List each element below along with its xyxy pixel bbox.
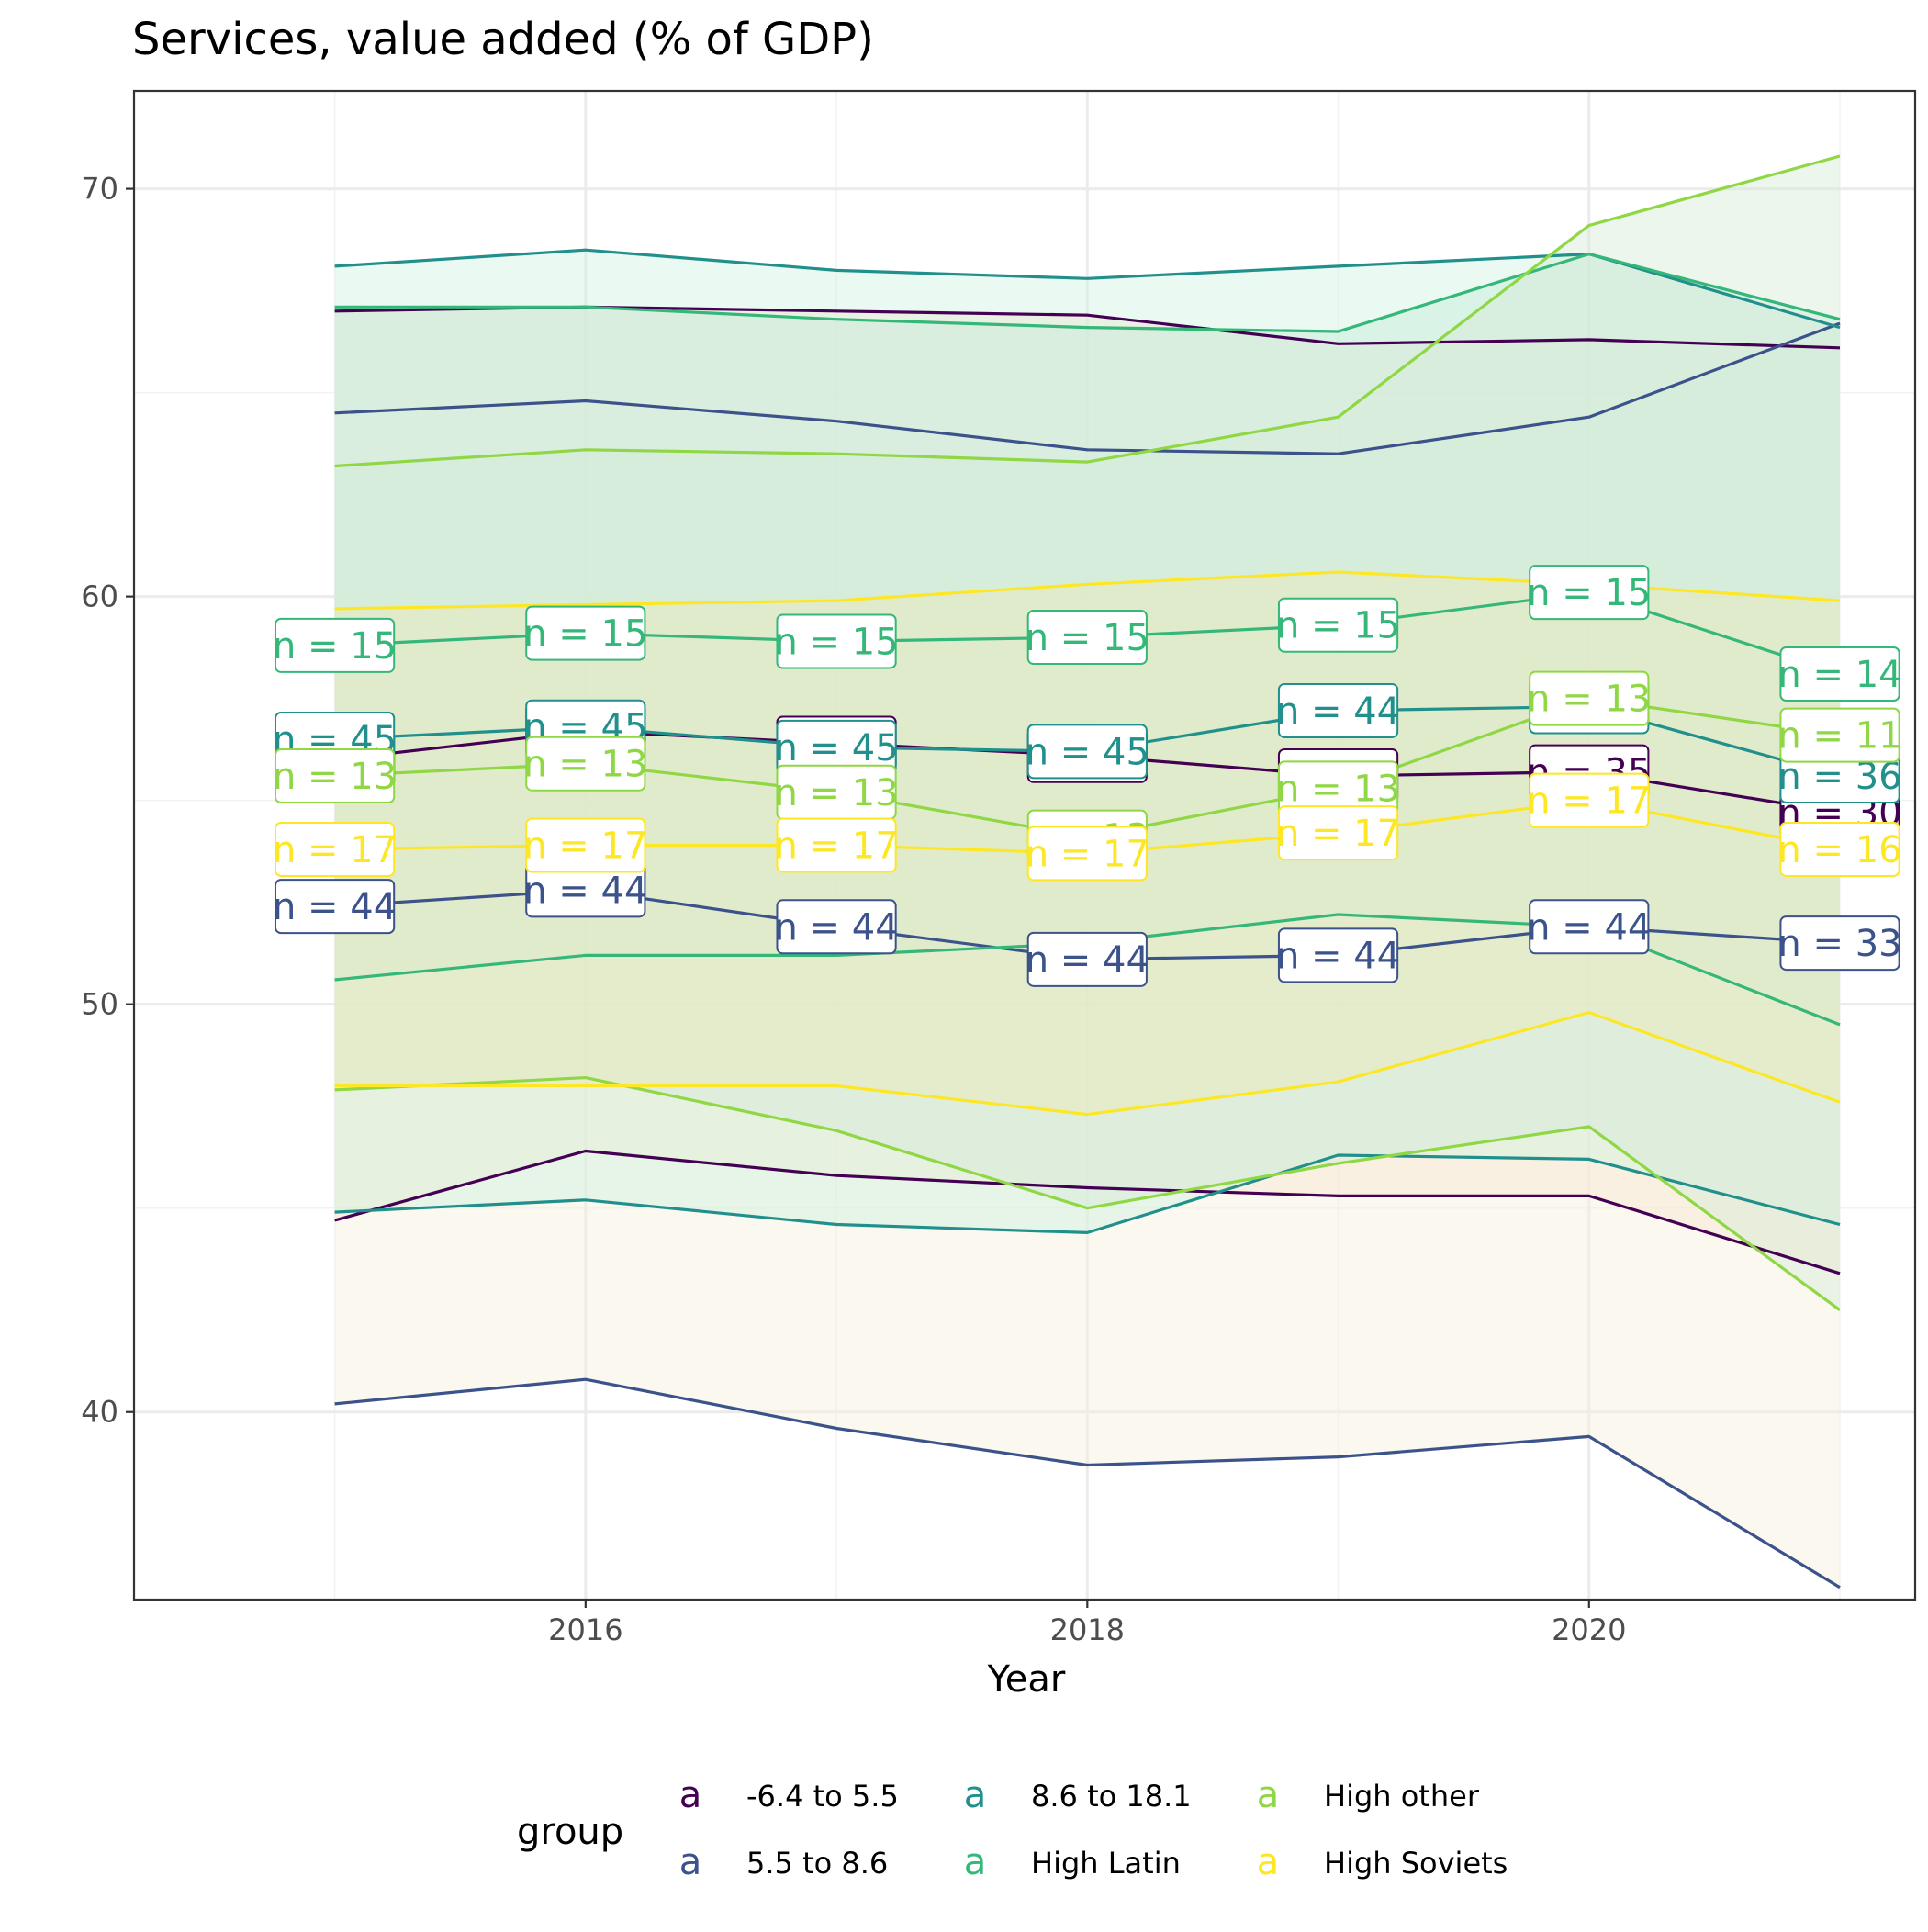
data-label-text: n = 17: [1527, 781, 1651, 823]
legend-label: High other: [1324, 1779, 1480, 1814]
data-label-text: n = 44: [774, 906, 898, 949]
legend-label: High Latin: [1031, 1846, 1181, 1881]
data-label-text: n = 15: [1276, 605, 1400, 647]
data-label: n = 44: [774, 900, 898, 953]
legend-key: a: [964, 1841, 987, 1883]
data-label-text: n = 13: [523, 744, 647, 786]
data-label-text: n = 14: [1777, 654, 1901, 696]
data-label: n = 15: [273, 619, 397, 672]
legend-title: group: [517, 1811, 623, 1853]
data-label-text: n = 44: [1276, 691, 1400, 733]
panel-mask-right: [1917, 89, 1928, 1601]
data-label-text: n = 44: [523, 870, 647, 912]
data-label-text: n = 13: [1276, 768, 1400, 810]
legend-key: a: [1257, 1774, 1280, 1816]
data-label: n = 13: [774, 766, 898, 819]
data-label-text: n = 15: [273, 625, 397, 668]
data-label-text: n = 17: [1276, 813, 1400, 855]
data-label: n = 44: [273, 880, 397, 933]
data-label: n = 15: [1276, 599, 1400, 652]
data-label: n = 17: [1026, 826, 1149, 880]
data-label-text: n = 13: [273, 756, 397, 798]
data-label: n = 17: [523, 819, 647, 872]
data-label-text: n = 17: [523, 826, 647, 868]
legend-label: 5.5 to 8.6: [746, 1846, 888, 1881]
data-label: n = 17: [774, 819, 898, 872]
legend-key: a: [1257, 1841, 1280, 1883]
data-label-text: n = 33: [1777, 923, 1901, 965]
plot-area: n = 45n = 45n = 45n = 37n = 37n = 35n = …: [134, 91, 1915, 1600]
legend-label: High Soviets: [1324, 1846, 1508, 1881]
x-tick-label: 2018: [1050, 1612, 1125, 1647]
data-label: n = 16: [1777, 823, 1901, 876]
data-label: n = 44: [1026, 933, 1149, 986]
data-label: n = 15: [1026, 611, 1149, 664]
y-tick-label: 50: [81, 987, 118, 1022]
data-label-text: n = 45: [774, 727, 898, 769]
data-label-text: n = 44: [1527, 906, 1651, 949]
data-label: n = 17: [273, 823, 397, 876]
data-label: n = 44: [1276, 928, 1400, 982]
x-axis-label: Year: [987, 1658, 1066, 1701]
data-label: n = 44: [1527, 900, 1651, 953]
data-label-text: n = 15: [1527, 572, 1651, 614]
y-tick-label: 40: [81, 1395, 118, 1430]
y-tick-label: 60: [81, 579, 118, 614]
data-label-text: n = 13: [774, 772, 898, 814]
x-tick-label: 2016: [548, 1612, 622, 1647]
data-label-text: n = 17: [774, 826, 898, 868]
data-label: n = 15: [1527, 566, 1651, 619]
legend-label: -6.4 to 5.5: [746, 1779, 899, 1814]
data-label-text: n = 11: [1777, 715, 1901, 758]
data-label: n = 13: [523, 737, 647, 791]
y-tick-label: 70: [81, 172, 118, 207]
data-label-text: n = 17: [273, 829, 397, 871]
data-label: n = 45: [1026, 724, 1149, 778]
data-label: n = 11: [1777, 709, 1901, 762]
data-label: n = 15: [774, 614, 898, 668]
panel-mask-left: [0, 89, 133, 1601]
data-label: n = 14: [1777, 647, 1901, 701]
data-label-text: n = 15: [523, 613, 647, 656]
data-label-text: n = 15: [1026, 617, 1149, 659]
data-label: n = 33: [1777, 916, 1901, 970]
data-label: n = 15: [523, 607, 647, 660]
data-label-text: n = 13: [1527, 679, 1651, 721]
data-label-text: n = 44: [1026, 939, 1149, 982]
chart-title: Services, value added (% of GDP): [132, 14, 874, 65]
data-label-text: n = 17: [1026, 833, 1149, 875]
data-label: n = 17: [1276, 806, 1400, 859]
data-label: n = 13: [1527, 672, 1651, 725]
legend-label: 8.6 to 18.1: [1031, 1779, 1192, 1814]
data-label: n = 13: [273, 749, 397, 803]
data-label-text: n = 44: [1276, 935, 1400, 977]
legend-key: a: [679, 1774, 702, 1816]
data-label-text: n = 16: [1777, 829, 1901, 871]
data-label: n = 44: [1276, 684, 1400, 737]
data-label-text: n = 15: [774, 621, 898, 663]
data-label: n = 17: [1527, 774, 1651, 827]
data-label-text: n = 44: [273, 886, 397, 928]
legend-key: a: [964, 1774, 987, 1816]
legend-key: a: [679, 1841, 702, 1883]
data-label-text: n = 45: [1026, 731, 1149, 773]
x-tick-label: 2020: [1552, 1612, 1626, 1647]
